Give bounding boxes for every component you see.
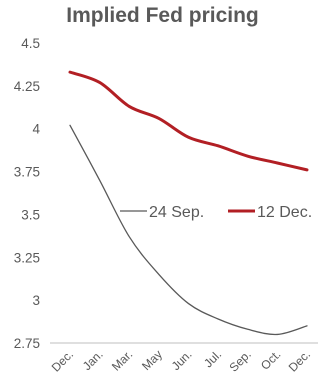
x-tick-label: Mar. — [109, 347, 135, 373]
y-tick-label: 4.25 — [14, 79, 40, 94]
x-tick-label: May — [139, 347, 165, 373]
x-tick-label: Jul. — [201, 347, 224, 370]
y-tick-label: 4.5 — [21, 36, 40, 51]
x-tick-label: Sep. — [227, 347, 254, 374]
legend-label-2: 12 Dec. — [257, 204, 312, 221]
x-tick-label: Dec. — [49, 347, 76, 374]
y-tick-label: 3.5 — [21, 207, 40, 222]
chart-title: Implied Fed pricing — [66, 4, 259, 27]
y-tick-label: 4 — [32, 122, 40, 137]
y-tick-label: 3.25 — [14, 250, 40, 265]
series-line-2 — [68, 70, 309, 172]
x-tick-label: Dec. — [286, 347, 313, 374]
series-line-1 — [69, 124, 308, 336]
x-tick-label: Jun. — [169, 347, 195, 373]
x-tick-label: Oct. — [258, 347, 283, 372]
legend-label-1: 24 Sep. — [149, 204, 204, 221]
y-tick-label: 3.75 — [14, 165, 40, 180]
x-tick-label: Jan. — [80, 347, 106, 373]
y-tick-label: 2.75 — [14, 336, 40, 351]
y-tick-label: 3 — [32, 293, 40, 308]
